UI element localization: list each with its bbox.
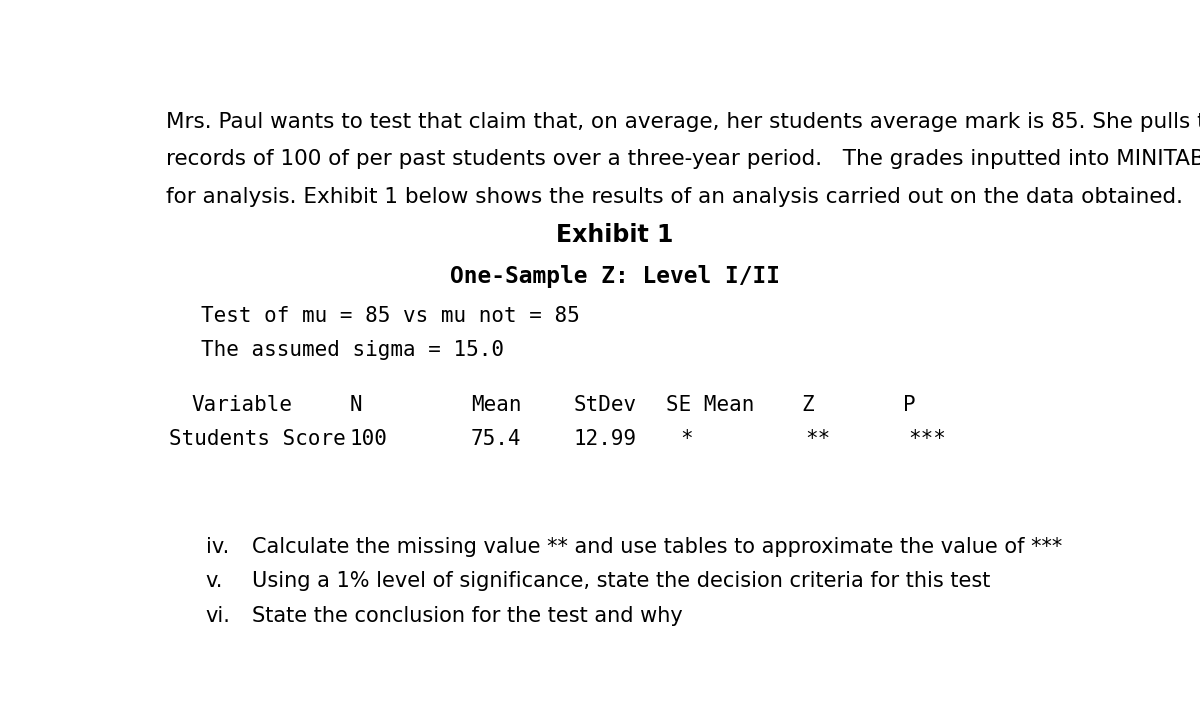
Text: 75.4: 75.4: [470, 429, 521, 448]
Text: Variable: Variable: [192, 395, 293, 415]
Text: State the conclusion for the test and why: State the conclusion for the test and wh…: [252, 606, 683, 626]
Text: 100: 100: [350, 429, 388, 448]
Text: Z: Z: [802, 395, 814, 415]
Text: P: P: [904, 395, 916, 415]
Text: for analysis. Exhibit 1 below shows the results of an analysis carried out on th: for analysis. Exhibit 1 below shows the …: [166, 187, 1183, 207]
Text: SE Mean: SE Mean: [666, 395, 755, 415]
Text: Exhibit 1: Exhibit 1: [557, 223, 673, 247]
Text: The assumed sigma = 15.0: The assumed sigma = 15.0: [202, 339, 504, 360]
Text: records of 100 of per past students over a three-year period.   The grades input: records of 100 of per past students over…: [166, 149, 1200, 170]
Text: vi.: vi.: [206, 606, 230, 626]
Text: N: N: [350, 395, 362, 415]
Text: ***: ***: [908, 429, 946, 448]
Text: Using a 1% level of significance, state the decision criteria for this test: Using a 1% level of significance, state …: [252, 571, 991, 591]
Text: Mean: Mean: [470, 395, 521, 415]
Text: StDev: StDev: [574, 395, 636, 415]
Text: Mrs. Paul wants to test that claim that, on average, her students average mark i: Mrs. Paul wants to test that claim that,…: [166, 112, 1200, 131]
Text: 12.99: 12.99: [574, 429, 636, 448]
Text: Students Score: Students Score: [168, 429, 346, 448]
Text: Calculate the missing value ** and use tables to approximate the value of ***: Calculate the missing value ** and use t…: [252, 537, 1062, 557]
Text: **: **: [805, 429, 830, 448]
Text: One-Sample Z: Level I/II: One-Sample Z: Level I/II: [450, 264, 780, 287]
Text: *: *: [680, 429, 692, 448]
Text: iv.: iv.: [206, 537, 229, 557]
Text: v.: v.: [206, 571, 223, 591]
Text: Test of mu = 85 vs mu not = 85: Test of mu = 85 vs mu not = 85: [202, 306, 580, 326]
